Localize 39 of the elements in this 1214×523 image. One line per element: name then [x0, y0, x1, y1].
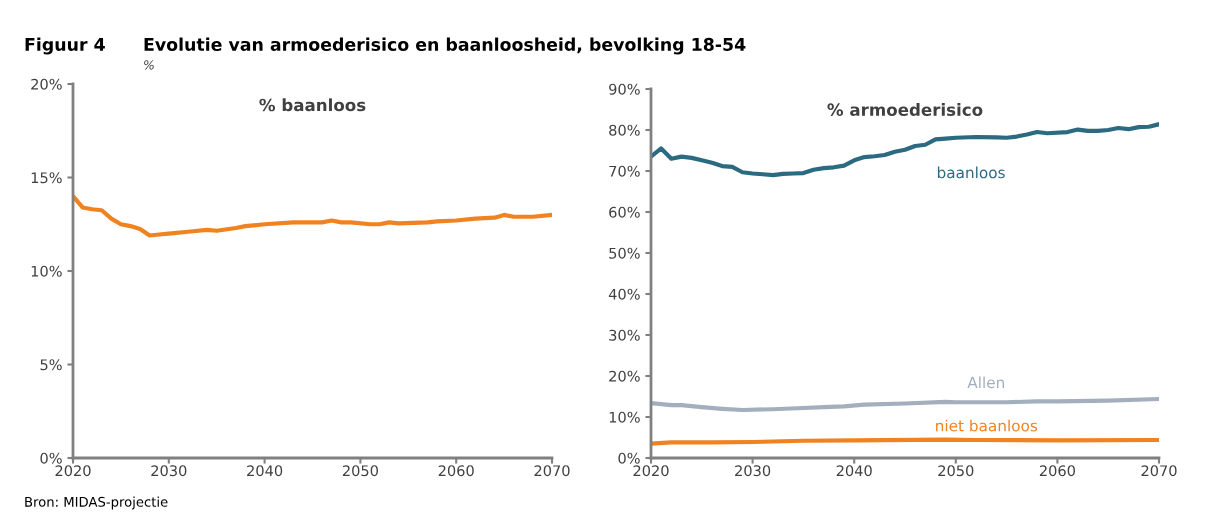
series-label: niet baanloos	[936, 419, 1038, 432]
y-tick-label: 90%	[609, 83, 640, 95]
x-tick-label: 2030	[735, 465, 771, 477]
line-series	[651, 122, 1159, 178]
y-tick-label: 30%	[609, 329, 640, 341]
y-tick-label: 15%	[31, 172, 62, 184]
x-tick-label: 2070	[1141, 465, 1177, 477]
x-tick-label: 2060	[438, 465, 474, 477]
y-tick-label: 20%	[609, 370, 640, 382]
series-label: Allen	[967, 376, 1004, 389]
y-tick-label: 10%	[31, 265, 62, 277]
y-tick-label: 60%	[609, 206, 640, 218]
y-tick-label: 20%	[31, 78, 62, 90]
text: Bron: MIDAS-projectie	[25, 496, 168, 510]
x-tick-label: 2070	[534, 465, 570, 477]
x-tick-label: 2050	[938, 465, 974, 477]
text: Evolutie van armoederisico en baanloosheid, bevolking 18-54	[144, 37, 746, 55]
text: % armoederisico	[827, 103, 983, 116]
y-tick-label: 10%	[609, 411, 640, 423]
text: Figuur 4	[25, 37, 105, 55]
y-tick-label: 5%	[40, 359, 62, 371]
x-tick-label: 2020	[55, 465, 91, 477]
x-tick-label: 2050	[342, 465, 378, 477]
y-tick-label: 0%	[40, 452, 62, 464]
y-axis-title: %	[144, 60, 154, 70]
x-tick-label: 2030	[151, 465, 187, 477]
y-tick-label: 50%	[609, 247, 640, 259]
line-series	[73, 194, 552, 238]
y-tick-label: 0%	[618, 452, 640, 464]
x-tick-label: 2040	[836, 465, 872, 477]
y-tick-label: 70%	[609, 165, 640, 177]
x-tick-label: 2040	[247, 465, 283, 477]
x-tick-label: 2060	[1039, 465, 1075, 477]
y-tick-label: 40%	[608, 288, 640, 300]
line-series	[651, 396, 1159, 413]
y-tick-label: 80%	[609, 124, 640, 136]
series-label: baanloos	[937, 166, 1005, 179]
x-tick-label: 2020	[633, 465, 669, 477]
text: % baanloos	[259, 98, 366, 112]
